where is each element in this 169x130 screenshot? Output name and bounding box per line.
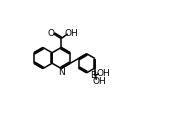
Text: N: N [58, 68, 65, 77]
Text: B: B [90, 71, 96, 80]
Text: OH: OH [96, 69, 110, 78]
Text: OH: OH [64, 29, 78, 38]
Text: OH: OH [92, 77, 106, 86]
Text: O: O [48, 29, 55, 38]
